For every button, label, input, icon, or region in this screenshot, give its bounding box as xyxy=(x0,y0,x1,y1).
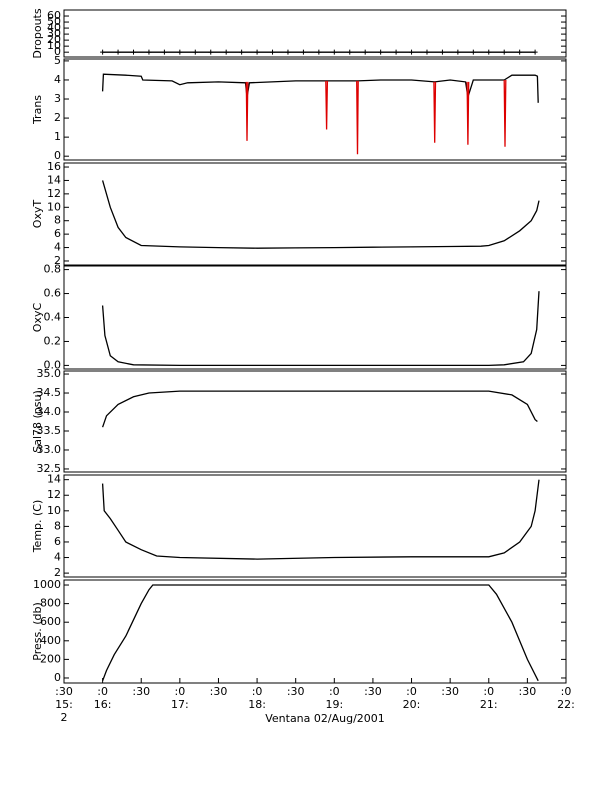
x-tick-label: :0 16: xyxy=(94,685,112,711)
y-tick-label: 0.8 xyxy=(44,263,62,276)
y-tick-label: 16 xyxy=(47,160,61,173)
x-tick-label: :30 xyxy=(287,685,305,698)
y-tick-label: 40 xyxy=(47,21,61,34)
x-tick-label: :30 15: 2 xyxy=(55,685,73,724)
y-tick-label: 4 xyxy=(54,241,61,254)
y-tick-label: 30 xyxy=(47,27,61,40)
y-tick-label: 34.5 xyxy=(37,386,62,399)
y-tick-label: 0.2 xyxy=(44,334,62,347)
y-tick-label: 12 xyxy=(47,488,61,501)
panel-frame xyxy=(63,579,567,684)
y-axis-label: Trans xyxy=(31,95,44,125)
y-tick-label: 5 xyxy=(54,54,61,67)
y-axis-label: Sal78 (psu) xyxy=(31,390,44,453)
y-axis-label: OxyT xyxy=(31,200,44,229)
x-axis-label: Ventana 02/Aug/2001 xyxy=(265,712,385,725)
line xyxy=(101,479,540,560)
panel-frame xyxy=(63,9,567,58)
x-tick-label: :30 xyxy=(364,685,382,698)
panel-frame xyxy=(63,58,567,161)
y-tick-label: 0.0 xyxy=(44,358,62,371)
panel-frame xyxy=(63,162,567,266)
line xyxy=(433,81,437,143)
y-tick-label: 35.0 xyxy=(37,367,62,380)
x-tick-label: :30 xyxy=(441,685,459,698)
y-tick-label: 0 xyxy=(54,45,61,58)
line xyxy=(101,584,539,682)
y-tick-label: 0 xyxy=(54,671,61,684)
y-tick-label: 8 xyxy=(54,519,61,532)
y-tick-label: 50 xyxy=(47,15,61,28)
x-tick-label: :0 17: xyxy=(171,685,189,711)
panel-frame xyxy=(63,265,567,370)
y-tick-label: 10 xyxy=(47,504,61,517)
y-axis-label: OxyC xyxy=(31,303,44,333)
y-tick-label: 4 xyxy=(54,551,61,564)
y-tick-label: 8 xyxy=(54,214,61,227)
y-tick-label: 33.0 xyxy=(37,443,62,456)
y-tick-label: 2 xyxy=(54,111,61,124)
y-tick-label: 3 xyxy=(54,92,61,105)
y-tick-label: 6 xyxy=(54,535,61,548)
y-tick-label: 2 xyxy=(54,566,61,579)
x-tick-label: :30 xyxy=(132,685,150,698)
y-axis-label: Dropouts xyxy=(31,8,44,58)
y-tick-label: 0.6 xyxy=(44,287,62,300)
panel-frame xyxy=(63,474,567,578)
line xyxy=(245,81,249,141)
y-tick-label: 1000 xyxy=(33,578,61,591)
y-tick-label: 0.4 xyxy=(44,311,62,324)
y-tick-label: 1 xyxy=(54,130,61,143)
x-tick-label: :0 19: xyxy=(325,685,343,711)
y-tick-label: 4 xyxy=(54,73,61,86)
y-tick-label: 14 xyxy=(47,173,61,186)
line xyxy=(101,73,539,103)
y-tick-label: 10 xyxy=(47,39,61,52)
y-tick-label: 600 xyxy=(40,615,61,628)
x-tick-label: :0 20: xyxy=(403,685,421,711)
x-tick-label: :30 xyxy=(210,685,228,698)
x-tick-label: :0 18: xyxy=(248,685,266,711)
y-tick-label: 34.0 xyxy=(37,405,62,418)
y-tick-label: 400 xyxy=(40,634,61,647)
y-tick-label: 6 xyxy=(54,227,61,240)
line xyxy=(356,80,359,155)
x-tick-label: :0 22: xyxy=(557,685,575,711)
panel-frame xyxy=(63,370,567,473)
y-tick-label: 20 xyxy=(47,33,61,46)
x-tick-label: :30 xyxy=(519,685,537,698)
y-tick-label: 12 xyxy=(47,187,61,200)
line xyxy=(101,291,540,367)
line xyxy=(503,79,507,147)
y-tick-label: 0 xyxy=(54,149,61,162)
x-tick-label: :0 21: xyxy=(480,685,498,711)
y-tick-label: 10 xyxy=(47,200,61,213)
y-tick-label: 200 xyxy=(40,652,61,665)
y-axis-label: Press. (db) xyxy=(31,602,44,661)
line xyxy=(466,81,470,145)
y-tick-label: 2 xyxy=(54,254,61,267)
y-tick-label: 800 xyxy=(40,597,61,610)
y-tick-label: 32.5 xyxy=(37,462,62,475)
line xyxy=(325,80,329,130)
y-tick-label: 60 xyxy=(47,9,61,22)
line xyxy=(101,390,538,428)
line xyxy=(101,180,540,249)
y-tick-label: 33.5 xyxy=(37,424,62,437)
y-tick-label: 14 xyxy=(47,473,61,486)
y-axis-label: Temp. (C) xyxy=(31,500,44,554)
